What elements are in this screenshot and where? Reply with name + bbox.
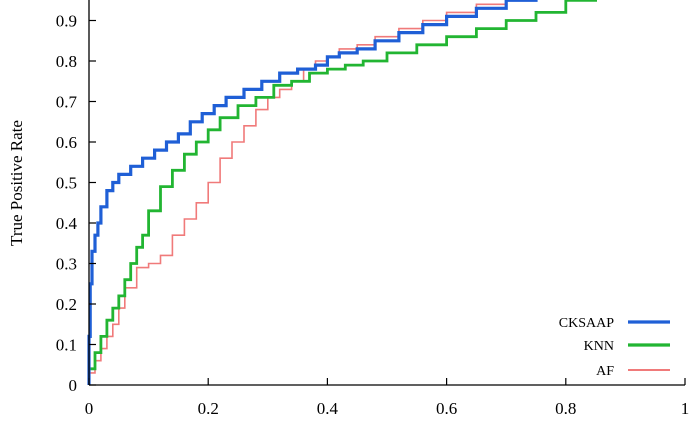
x-tick-label: 1	[681, 399, 690, 418]
y-tick-label: 0.9	[56, 12, 77, 31]
series-line-knn	[87, 0, 597, 385]
legend: CKSAAP KNN AF	[559, 316, 670, 379]
y-tick-label: 0.8	[56, 52, 77, 71]
y-tick-label: 0.4	[56, 214, 78, 233]
y-tick-label: 0	[69, 376, 78, 395]
x-ticks: 0 0.2 0.4 0.6 0.8 1	[85, 378, 690, 418]
x-tick-label: 0.2	[198, 399, 219, 418]
y-tick-label: 0.7	[56, 93, 78, 112]
x-tick-label: 0.8	[555, 399, 576, 418]
y-ticks: 0 0.1 0.2 0.3 0.4 0.5 0.6 0.7 0.8 0.9	[56, 12, 96, 395]
x-tick-label: 0.4	[317, 399, 339, 418]
y-tick-label: 0.2	[56, 295, 77, 314]
legend-label-af: AF	[596, 364, 614, 379]
legend-label-cksaap: CKSAAP	[559, 316, 614, 331]
y-tick-label: 0.5	[56, 174, 77, 193]
y-tick-label: 0.6	[56, 133, 77, 152]
plot-area	[89, 0, 685, 385]
x-tick-label: 0	[85, 399, 94, 418]
y-tick-label: 0.3	[56, 255, 77, 274]
x-tick-label: 0.6	[436, 399, 457, 418]
legend-label-knn: KNN	[584, 339, 614, 354]
curves-layer	[87, 0, 597, 385]
y-tick-label: 0.1	[56, 336, 77, 355]
y-axis-title: True Positive Rate	[7, 120, 26, 246]
series-line-cksaap	[87, 0, 538, 385]
